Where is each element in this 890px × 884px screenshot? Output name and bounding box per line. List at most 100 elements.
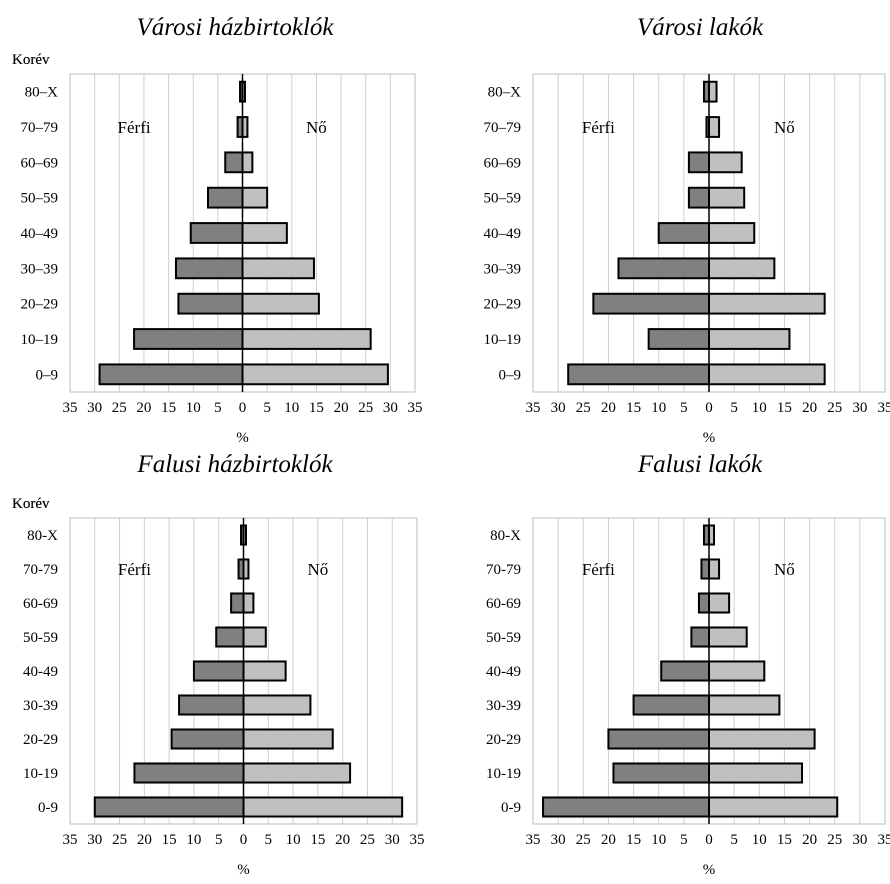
category-label: 10–19 [21, 332, 59, 348]
x-tick-label: 5 [730, 832, 738, 848]
bar-male [607, 728, 711, 750]
x-tick-label: 0 [239, 400, 247, 416]
x-tick-label: 20 [601, 400, 616, 416]
x-tick-label: 20 [136, 400, 151, 416]
bar-female [241, 328, 372, 350]
bar-female [708, 524, 716, 546]
x-tick-label: 25 [112, 832, 127, 848]
x-tick-label: 10 [752, 400, 767, 416]
category-label: 80-X [490, 528, 521, 544]
x-tick-label: 15 [162, 832, 177, 848]
bar-female [708, 116, 721, 138]
x-tick-label: 30 [852, 832, 867, 848]
x-tick-label: 5 [215, 832, 223, 848]
bar-female [241, 151, 254, 174]
bar-male [690, 626, 711, 648]
category-label: 60-69 [23, 596, 58, 612]
category-label: 0-9 [38, 800, 58, 816]
category-label: 50–59 [21, 191, 59, 207]
x-tick-label: 15 [777, 400, 792, 416]
x-tick-label: 35 [408, 400, 423, 416]
bar-male [170, 728, 245, 750]
bar-male [98, 363, 244, 386]
x-tick-label: 5 [680, 832, 688, 848]
category-label: 80–X [488, 85, 522, 101]
bar-male [207, 186, 244, 209]
x-tick-label: 20 [137, 832, 152, 848]
x-tick-label: 10 [286, 832, 301, 848]
x-tick-label: 5 [265, 832, 273, 848]
x-tick-label: 35 [878, 832, 890, 848]
bar-male [657, 222, 711, 244]
category-label: 60–69 [21, 155, 59, 171]
series-label-female: Nő [774, 560, 795, 579]
bar-female [242, 592, 255, 614]
x-tick-label: 15 [161, 400, 176, 416]
category-label: 40–49 [21, 226, 59, 242]
category-label: 40-49 [486, 664, 521, 680]
bar-male [687, 186, 711, 209]
y-axis-label: Korév [12, 496, 50, 512]
series-label-female: Nő [774, 118, 795, 137]
category-label: 70-79 [23, 562, 58, 578]
x-tick-label: 25 [358, 400, 373, 416]
bar-female [708, 796, 839, 818]
category-label: 70–79 [21, 120, 59, 136]
series-label-male: Férfi [118, 118, 151, 137]
x-tick-label: 35 [526, 832, 541, 848]
series-label-male: Férfi [582, 118, 615, 137]
x-tick-label: 15 [309, 400, 324, 416]
bar-female [242, 762, 352, 784]
category-label: 0–9 [36, 367, 59, 383]
x-tick-label: 35 [63, 400, 78, 416]
category-label: 50-59 [486, 630, 521, 646]
series-label-male: Férfi [582, 560, 615, 579]
x-tick-label: 25 [576, 400, 591, 416]
bar-female [708, 328, 791, 350]
chart-title: Falusi lakók [637, 451, 763, 478]
bar-male [174, 257, 244, 280]
bar-male [542, 796, 710, 818]
x-tick-label: 10 [186, 400, 201, 416]
bar-female [708, 80, 718, 103]
chart-panel-3: Falusi házbirtoklókKorév80-X70-7960-6950… [12, 451, 425, 878]
category-label: 30-39 [23, 698, 58, 714]
x-tick-label: 30 [383, 400, 398, 416]
bar-female [242, 796, 404, 818]
x-tick-label: 15 [626, 832, 641, 848]
chart-panel-2: Városi lakók Korév 80–X 70–79 60–69 50–59 40–4… [12, 14, 890, 446]
category-label: 50–59 [484, 191, 522, 207]
category-label: 0–9 [499, 367, 522, 383]
category-label: 50-59 [23, 630, 58, 646]
category-label: 0-9 [501, 800, 521, 816]
bar-male [93, 796, 245, 818]
bar-female [708, 558, 721, 580]
category-label: 60-69 [486, 596, 521, 612]
chart-panel-4: Falusi lakók Korév 80-X 70-79 60-69 50-59 40-4… [12, 451, 890, 878]
x-tick-label: 5 [214, 400, 222, 416]
bar-male [215, 626, 245, 648]
y-axis-label: Korév [12, 52, 50, 68]
bar-male [230, 592, 245, 614]
x-axis-label: % [703, 862, 716, 878]
x-tick-label: 25 [112, 400, 127, 416]
category-label: 70–79 [484, 120, 522, 136]
bar-female [708, 728, 816, 750]
x-tick-label: 20 [802, 832, 817, 848]
category-label: 40–49 [484, 226, 522, 242]
x-tick-label: 15 [626, 400, 641, 416]
bar-male [632, 694, 710, 716]
x-tick-label: 15 [777, 832, 792, 848]
bar-female [708, 660, 766, 682]
bar-female [241, 257, 315, 280]
bar-male [567, 363, 711, 386]
bar-male [700, 558, 711, 580]
chart-title: Városi házbirtoklók [137, 14, 335, 41]
x-tick-label: 35 [410, 832, 425, 848]
bar-male [612, 762, 711, 784]
chart-panel-1: Városi házbirtoklókKorév80–X70–7960–6950… [12, 14, 423, 446]
x-axis-label: % [237, 862, 250, 878]
bar-male [177, 292, 244, 315]
category-label: 20–29 [484, 297, 522, 313]
